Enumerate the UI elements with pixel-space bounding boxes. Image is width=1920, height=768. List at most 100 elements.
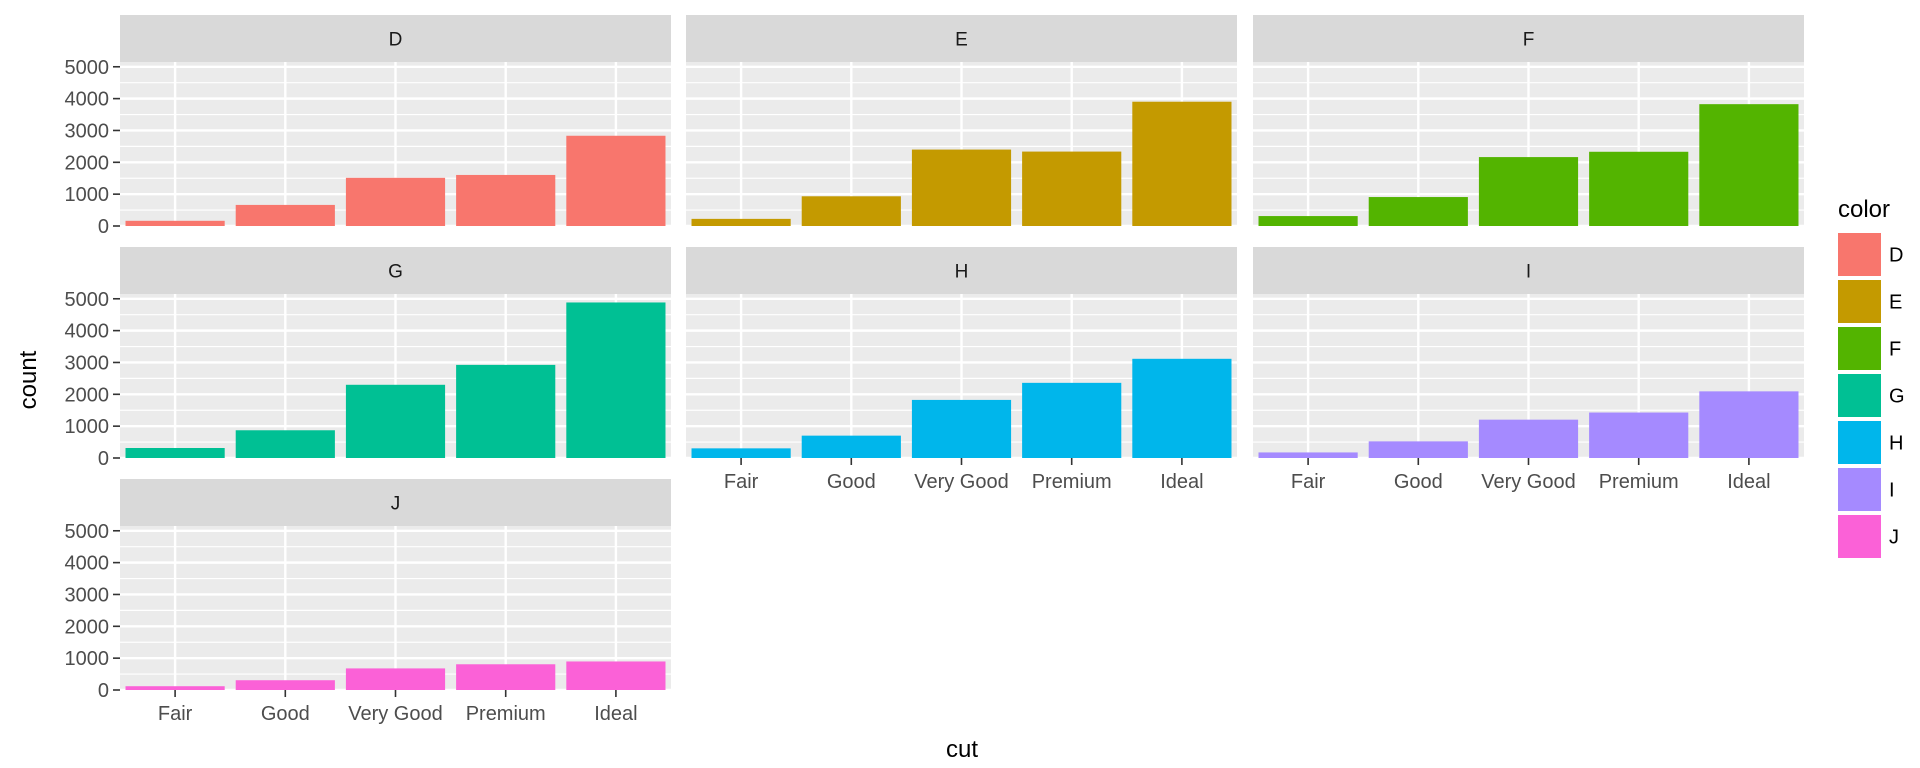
facet-strip-label: D (389, 30, 403, 51)
x-tick-label: Ideal (1727, 471, 1770, 493)
y-tick-label: 1000 (65, 416, 110, 438)
bar-i-good (1369, 441, 1468, 458)
bar-h-premium (1022, 383, 1121, 458)
bar-d-ideal (566, 136, 665, 226)
bar-h-ideal (1132, 359, 1231, 458)
legend-key-j (1838, 515, 1881, 558)
legend-key-g (1838, 374, 1881, 417)
x-tick-label: Ideal (1160, 471, 1203, 493)
legend-label-j: J (1889, 527, 1899, 549)
bar-f-ideal (1699, 104, 1798, 226)
y-tick-label: 5000 (65, 521, 110, 543)
bar-f-fair (1259, 216, 1358, 226)
y-tick-label: 2000 (65, 616, 110, 638)
x-tick-label: Premium (466, 703, 546, 725)
legend-label-f: F (1889, 339, 1901, 361)
x-tick-label: Very Good (914, 471, 1009, 493)
x-tick-label: Very Good (1481, 471, 1576, 493)
legend-title: color (1838, 196, 1890, 223)
facet-panel-g: G 0 1000 2000 3000 4000 5000 (65, 247, 672, 470)
legend-label-h: H (1889, 433, 1903, 455)
bar-e-very-good (912, 150, 1011, 226)
y-tick-label: 3000 (65, 120, 110, 142)
bar-h-fair (692, 448, 791, 458)
y-tick-label: 0 (98, 680, 109, 702)
x-axis-title: cut (946, 736, 978, 763)
y-tick-label: 1000 (65, 184, 110, 206)
facet-strip-label: F (1523, 30, 1535, 51)
facet-strip-label: I (1526, 262, 1531, 283)
facet-panel-h: H Fair Good Very Good Premium Ideal (686, 247, 1237, 493)
bar-j-premium (456, 664, 555, 690)
facet-strip-label: J (391, 494, 401, 515)
bar-d-good (236, 205, 335, 226)
bar-g-very-good (346, 385, 445, 458)
y-tick-label: 4000 (65, 89, 110, 111)
y-tick-label: 4000 (65, 553, 110, 575)
bar-e-premium (1022, 152, 1121, 226)
legend-label-d: D (1889, 245, 1903, 267)
legend-key-i (1838, 468, 1881, 511)
bar-j-very-good (346, 668, 445, 690)
bar-g-fair (126, 448, 225, 458)
y-tick-label: 0 (98, 216, 109, 238)
y-tick-label: 3000 (65, 352, 110, 374)
facet-strip-label: H (955, 262, 969, 283)
y-tick-label: 1000 (65, 648, 110, 670)
legend-label-i: I (1889, 480, 1895, 502)
x-tick-label: Premium (1032, 471, 1112, 493)
facet-panel-i: I Fair Good Very Good Premium Ideal (1253, 247, 1804, 493)
x-tick-label: Good (827, 471, 876, 493)
legend-key-d (1838, 233, 1881, 276)
legend-label-g: G (1889, 386, 1905, 408)
bar-d-very-good (346, 178, 445, 226)
x-tick-label: Very Good (348, 703, 443, 725)
bar-g-premium (456, 365, 555, 458)
bar-d-fair (126, 221, 225, 226)
facet-panel-d: D 0 1000 2000 3000 4000 5000 (65, 15, 672, 238)
y-tick-label: 4000 (65, 321, 110, 343)
legend-key-h (1838, 421, 1881, 464)
bar-i-premium (1589, 413, 1688, 458)
legend: color D E F G H I J (1838, 196, 1905, 558)
bar-i-ideal (1699, 391, 1798, 458)
legend-key-f (1838, 327, 1881, 370)
facet-strip-label: E (955, 30, 968, 51)
bar-i-fair (1259, 452, 1358, 458)
x-tick-label: Premium (1599, 471, 1679, 493)
bar-g-ideal (566, 302, 665, 458)
bar-h-good (802, 436, 901, 458)
bar-f-good (1369, 197, 1468, 226)
legend-key-e (1838, 280, 1881, 323)
bar-g-good (236, 430, 335, 458)
y-tick-label: 0 (98, 448, 109, 470)
bar-e-good (802, 196, 901, 226)
bar-i-very-good (1479, 420, 1578, 458)
facet-strip-label: G (388, 262, 403, 283)
x-tick-label: Fair (1291, 471, 1326, 493)
bar-f-very-good (1479, 157, 1578, 226)
facet-panel-f: F (1253, 15, 1804, 226)
bar-f-premium (1589, 152, 1688, 226)
bar-d-premium (456, 175, 555, 226)
legend-label-e: E (1889, 292, 1902, 314)
y-tick-label: 2000 (65, 152, 110, 174)
x-tick-label: Fair (158, 703, 193, 725)
facet-panel-j: J 0 1000 2000 3000 4000 5000 Fair Good Very Good P… (65, 479, 672, 725)
y-axis-title: count (15, 350, 42, 409)
y-tick-label: 3000 (65, 584, 110, 606)
bar-j-fair (126, 686, 225, 690)
y-tick-label: 2000 (65, 384, 110, 406)
bar-h-very-good (912, 400, 1011, 458)
x-tick-label: Ideal (594, 703, 637, 725)
y-tick-label: 5000 (65, 57, 110, 79)
x-tick-label: Good (1394, 471, 1443, 493)
bar-e-ideal (1132, 102, 1231, 226)
x-tick-label: Fair (724, 471, 759, 493)
bar-j-ideal (566, 661, 665, 690)
bar-j-good (236, 680, 335, 690)
bar-e-fair (692, 219, 791, 226)
facet-panel-e: E (686, 15, 1237, 226)
x-tick-label: Good (261, 703, 310, 725)
